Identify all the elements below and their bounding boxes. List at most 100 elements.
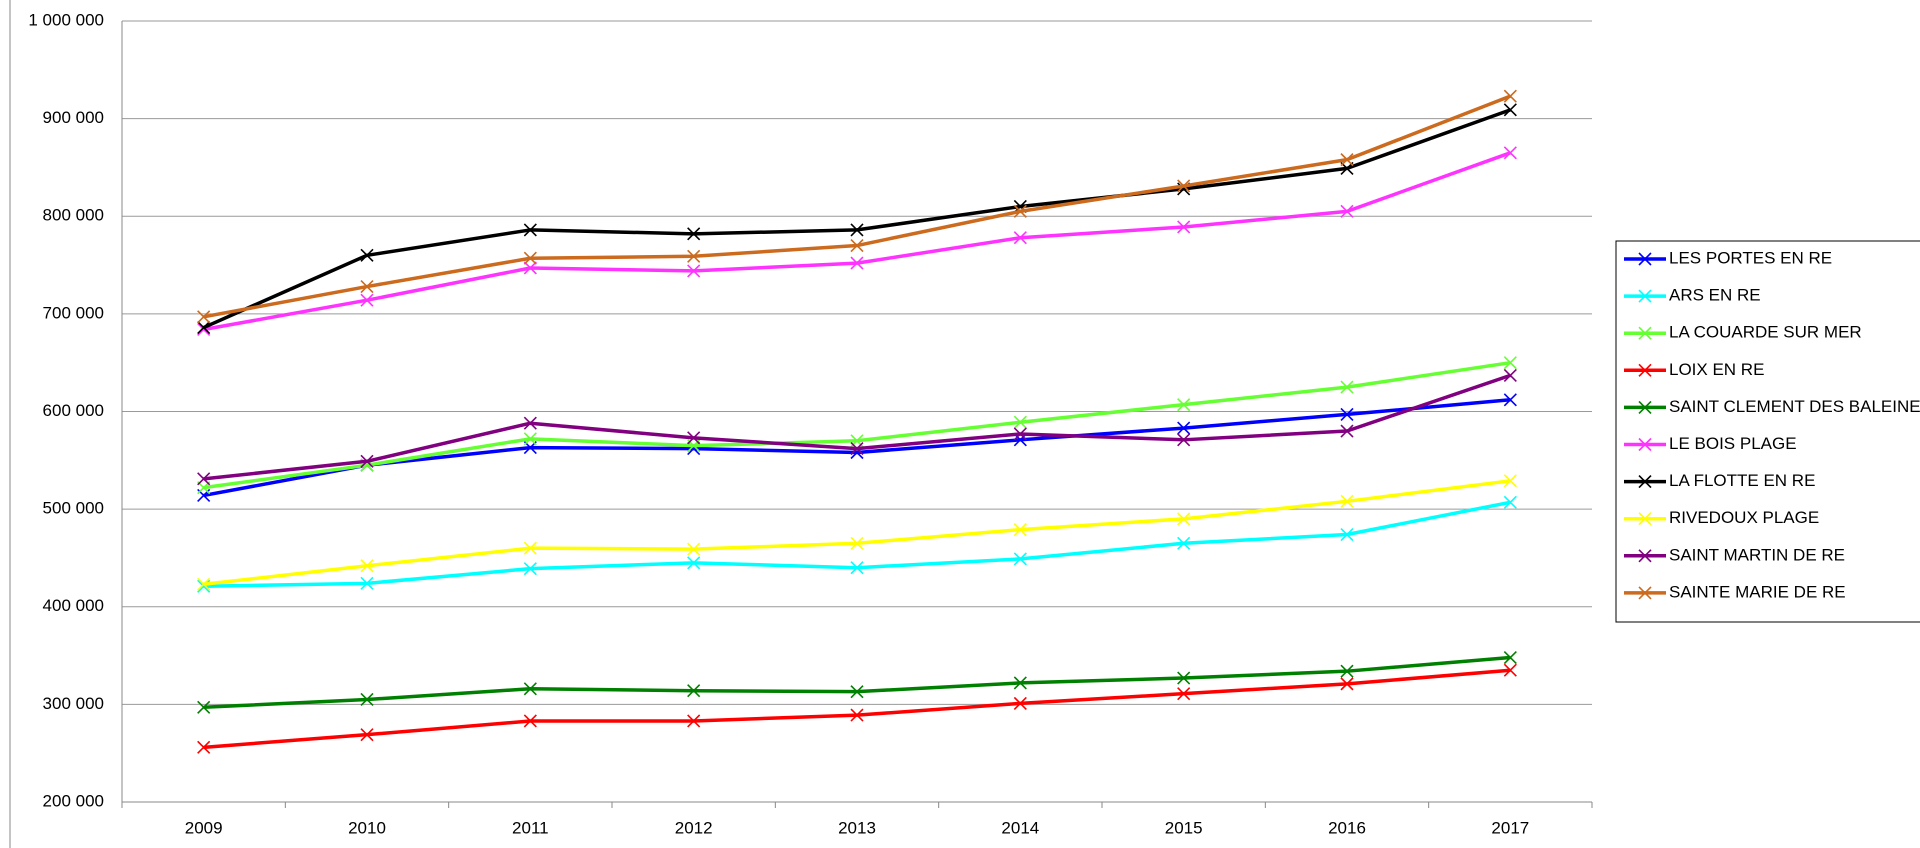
legend-marker	[1638, 252, 1652, 266]
data-point	[360, 454, 374, 468]
x-tick-label: 2016	[1328, 818, 1366, 837]
y-tick-label: 400 000	[43, 596, 104, 615]
data-point	[523, 541, 537, 555]
x-tick-label: 2015	[1165, 818, 1203, 837]
legend-marker	[1638, 437, 1652, 452]
y-tick-label: 600 000	[43, 401, 104, 420]
data-point	[1503, 650, 1517, 665]
data-point	[1503, 393, 1517, 407]
series-line	[203, 94, 1511, 319]
data-point	[197, 472, 211, 486]
x-tick-label: 2009	[185, 818, 223, 837]
data-point	[360, 692, 374, 707]
data-point	[1503, 495, 1517, 509]
legend-label: SAINTE MARIE DE RE	[1669, 582, 1846, 601]
data-point	[687, 714, 701, 728]
data-point	[1177, 433, 1191, 447]
data-point	[1177, 512, 1191, 526]
data-point	[1340, 407, 1354, 421]
y-tick-label: 200 000	[43, 791, 104, 810]
data-point	[1177, 220, 1191, 234]
data-point	[1013, 415, 1027, 429]
data-point	[1503, 89, 1517, 103]
data-point	[687, 249, 701, 263]
data-point	[197, 320, 211, 335]
x-tick-label: 2014	[1001, 818, 1039, 837]
series-line	[203, 360, 1511, 490]
legend-marker	[1638, 586, 1652, 600]
data-point	[1013, 231, 1027, 245]
data-point	[523, 714, 537, 728]
data-point	[360, 279, 374, 294]
y-tick-label: 1 000 000	[28, 10, 104, 29]
data-point	[1177, 536, 1191, 550]
data-point	[197, 577, 211, 591]
data-point	[523, 223, 537, 237]
x-tick-label: 2017	[1491, 818, 1529, 837]
data-point	[1340, 527, 1354, 542]
data-point	[1177, 687, 1191, 701]
data-point	[687, 542, 701, 556]
data-point	[360, 293, 374, 307]
data-point	[1340, 380, 1354, 394]
legend-marker	[1638, 512, 1652, 526]
data-point	[1340, 204, 1354, 218]
y-tick-label: 900 000	[43, 108, 104, 127]
data-point	[360, 559, 374, 573]
data-point	[1013, 676, 1027, 690]
x-tick-label: 2013	[838, 818, 876, 837]
data-point	[1013, 552, 1027, 566]
data-point	[360, 248, 374, 262]
data-point	[1013, 204, 1027, 218]
data-point	[687, 684, 701, 698]
legend-label: RIVEDOUX PLAGE	[1669, 508, 1819, 527]
legend-label: LES PORTES EN RE	[1669, 248, 1832, 267]
data-point	[197, 740, 211, 754]
y-tick-label: 800 000	[43, 206, 104, 225]
data-point	[850, 256, 864, 270]
series-line	[203, 655, 1511, 710]
legend-marker	[1638, 289, 1652, 303]
series-line	[203, 668, 1511, 750]
legend-marker	[1638, 363, 1652, 377]
data-point	[1177, 671, 1191, 685]
data-point	[687, 556, 701, 570]
data-point	[1340, 424, 1354, 438]
data-point	[523, 251, 537, 265]
y-tick-label: 700 000	[43, 303, 104, 322]
data-point	[1013, 427, 1027, 441]
data-point	[1340, 664, 1354, 678]
data-point	[1503, 356, 1517, 370]
data-point	[1503, 103, 1517, 117]
x-tick-label: 2011	[512, 818, 549, 837]
data-point	[850, 442, 864, 456]
data-point	[523, 562, 537, 576]
data-point	[1177, 421, 1191, 435]
legend-box	[1615, 240, 1920, 623]
legend-label: SAINT MARTIN DE RE	[1669, 545, 1845, 564]
data-point	[1503, 663, 1517, 677]
data-point	[850, 561, 864, 575]
data-point	[360, 728, 374, 742]
x-tick-label: 2012	[675, 818, 713, 837]
data-point	[1340, 677, 1354, 691]
data-point	[1340, 494, 1354, 508]
data-point	[197, 310, 211, 324]
data-point	[197, 700, 211, 714]
data-point	[687, 431, 701, 445]
y-tick-label: 500 000	[43, 499, 104, 518]
legend-marker	[1638, 475, 1652, 489]
data-point	[1013, 696, 1027, 710]
data-point	[523, 416, 537, 430]
data-point	[360, 576, 374, 590]
y-tick-label: 300 000	[43, 694, 104, 713]
data-point	[523, 432, 537, 446]
legend-label: ARS EN RE	[1669, 286, 1761, 305]
legend-label: LA COUARDE SUR MER	[1669, 323, 1862, 342]
data-point	[1177, 179, 1191, 193]
data-point	[850, 685, 864, 699]
data-point	[1503, 368, 1517, 382]
x-tick-label: 2010	[348, 818, 386, 837]
data-point	[1503, 146, 1517, 160]
